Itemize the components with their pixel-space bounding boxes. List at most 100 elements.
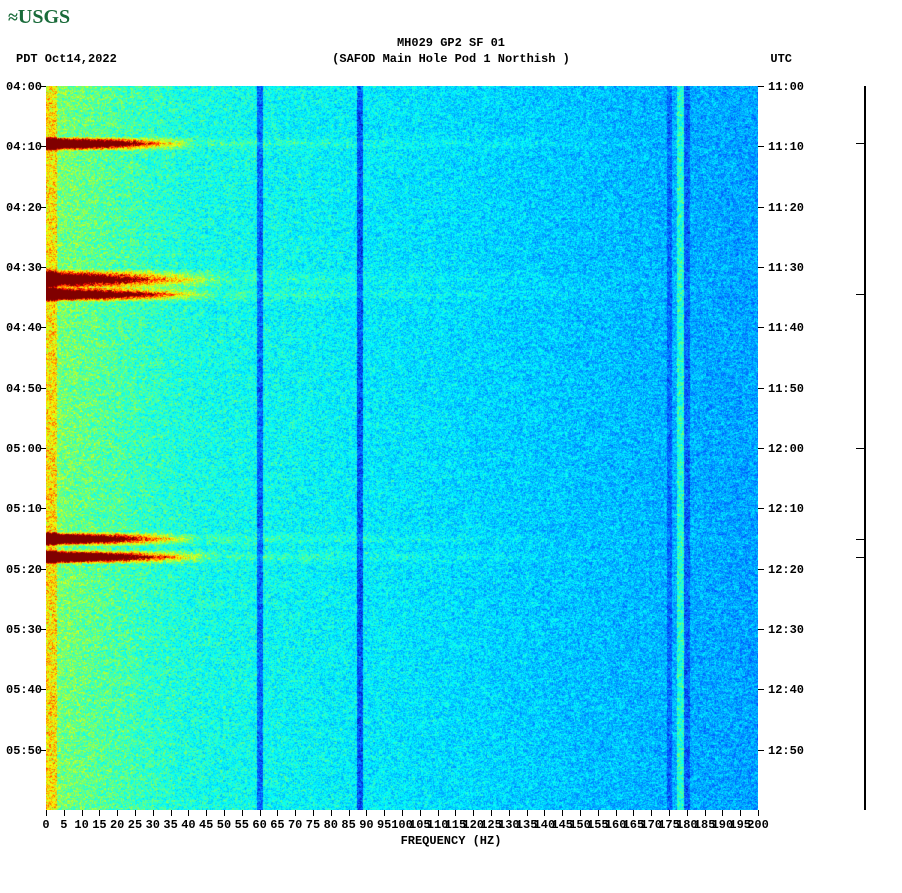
xtick-mark [135, 810, 136, 816]
ytick-right: 11:10 [768, 140, 804, 154]
xtick-mark [331, 810, 332, 816]
ytick-mark [758, 86, 764, 87]
xtick-label: 5 [60, 818, 67, 832]
xtick-mark [384, 810, 385, 816]
event-sidebar-tick [856, 143, 864, 144]
ytick-mark [758, 146, 764, 147]
xtick-mark [651, 810, 652, 816]
ytick-mark [758, 267, 764, 268]
ytick-mark [40, 86, 46, 87]
xtick-label: 75 [306, 818, 320, 832]
ytick-right: 12:40 [768, 683, 804, 697]
ytick-mark [758, 508, 764, 509]
chart-title: MH029 GP2 SF 01 [0, 36, 902, 50]
xtick-mark [687, 810, 688, 816]
event-sidebar-tick [856, 448, 864, 449]
xtick-mark [633, 810, 634, 816]
xtick-mark [509, 810, 510, 816]
xtick-mark [277, 810, 278, 816]
ytick-mark [758, 750, 764, 751]
ytick-mark [758, 327, 764, 328]
xtick-mark [402, 810, 403, 816]
xtick-mark [46, 810, 47, 816]
xtick-mark [669, 810, 670, 816]
event-sidebar-tick [856, 539, 864, 540]
xtick-mark [313, 810, 314, 816]
xtick-mark [740, 810, 741, 816]
ytick-right: 11:50 [768, 382, 804, 396]
xtick-mark [491, 810, 492, 816]
xtick-mark [544, 810, 545, 816]
ytick-mark [40, 508, 46, 509]
xtick-mark [366, 810, 367, 816]
chart-header: MH029 GP2 SF 01 (SAFOD Main Hole Pod 1 N… [0, 36, 902, 66]
ytick-right: 11:40 [768, 321, 804, 335]
xtick-label: 25 [128, 818, 142, 832]
xtick-mark [206, 810, 207, 816]
xtick-mark [705, 810, 706, 816]
xtick-mark [562, 810, 563, 816]
xtick-label: 20 [110, 818, 124, 832]
xtick-label: 65 [270, 818, 284, 832]
xtick-label: 90 [359, 818, 373, 832]
xtick-label: 80 [324, 818, 338, 832]
xtick-mark [438, 810, 439, 816]
ytick-left: 04:40 [6, 321, 42, 335]
ytick-right: 12:00 [768, 442, 804, 456]
xtick-label: 0 [42, 818, 49, 832]
xtick-label: 35 [163, 818, 177, 832]
xtick-mark [99, 810, 100, 816]
ytick-left: 04:20 [6, 201, 42, 215]
ytick-right: 12:30 [768, 623, 804, 637]
xtick-mark [224, 810, 225, 816]
ytick-mark [758, 569, 764, 570]
usgs-logo-text: USGS [18, 6, 70, 29]
xtick-label: 200 [747, 818, 769, 832]
xtick-mark [616, 810, 617, 816]
xtick-mark [420, 810, 421, 816]
xtick-mark [153, 810, 154, 816]
ytick-mark [758, 388, 764, 389]
ytick-mark [40, 267, 46, 268]
ytick-mark [40, 750, 46, 751]
ytick-left: 05:40 [6, 683, 42, 697]
xtick-label: 40 [181, 818, 195, 832]
ytick-mark [758, 207, 764, 208]
xtick-label: 70 [288, 818, 302, 832]
xtick-mark [349, 810, 350, 816]
ytick-left: 05:30 [6, 623, 42, 637]
xtick-mark [527, 810, 528, 816]
event-sidebar-tick [856, 294, 864, 295]
ytick-left: 05:20 [6, 563, 42, 577]
timezone-right-label: UTC [770, 52, 792, 66]
xtick-mark [455, 810, 456, 816]
xtick-mark [188, 810, 189, 816]
xtick-label: 85 [341, 818, 355, 832]
ytick-mark [40, 146, 46, 147]
chart-subtitle: (SAFOD Main Hole Pod 1 Northish ) [0, 52, 902, 66]
usgs-logo: ≈ USGS [8, 6, 70, 29]
xtick-mark [758, 810, 759, 816]
xtick-label: 95 [377, 818, 391, 832]
ytick-right: 12:10 [768, 502, 804, 516]
spectrogram-canvas [46, 86, 758, 810]
xtick-mark [171, 810, 172, 816]
xtick-label: 50 [217, 818, 231, 832]
xtick-mark [82, 810, 83, 816]
xtick-mark [580, 810, 581, 816]
ytick-right: 12:20 [768, 563, 804, 577]
xtick-mark [295, 810, 296, 816]
ytick-mark [40, 388, 46, 389]
ytick-mark [758, 448, 764, 449]
x-axis-label: FREQUENCY (HZ) [0, 834, 902, 848]
ytick-right: 11:00 [768, 80, 804, 94]
xtick-label: 60 [252, 818, 266, 832]
ytick-left: 05:10 [6, 502, 42, 516]
ytick-left: 05:00 [6, 442, 42, 456]
ytick-left: 04:00 [6, 80, 42, 94]
ytick-left: 04:30 [6, 261, 42, 275]
ytick-mark [40, 629, 46, 630]
xtick-mark [473, 810, 474, 816]
ytick-right: 12:50 [768, 744, 804, 758]
ytick-left: 05:50 [6, 744, 42, 758]
